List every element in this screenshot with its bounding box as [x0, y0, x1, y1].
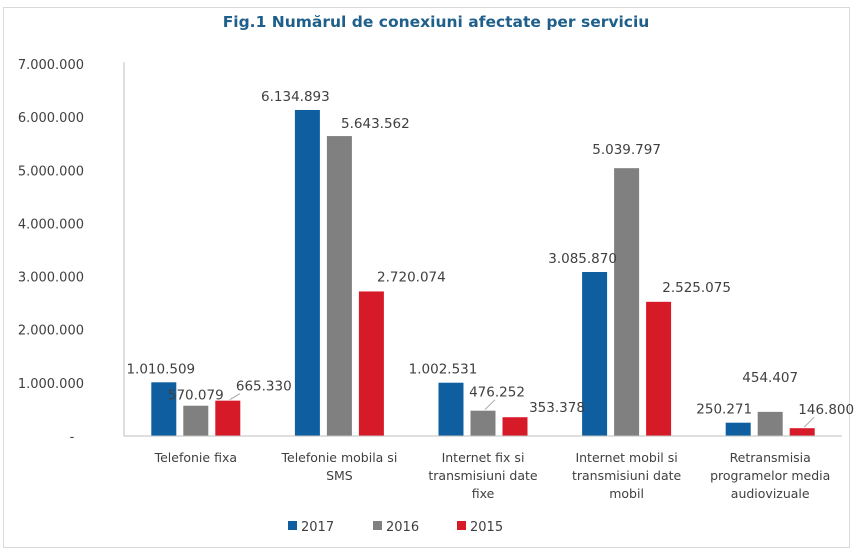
- bar-2015: [358, 291, 384, 436]
- data-label: 570.079: [168, 388, 224, 404]
- bar-2017: [582, 272, 608, 436]
- data-label: 2.525.075: [662, 280, 731, 296]
- data-label: 2.720.074: [377, 269, 446, 285]
- y-tick-label: 6.000.000: [18, 111, 84, 126]
- bar-2015: [646, 301, 672, 436]
- bar-2017: [151, 382, 177, 436]
- x-category-label: Retransmisia: [730, 450, 811, 465]
- legend-label-2016: 2016: [386, 520, 419, 535]
- y-tick-label: 3.000.000: [18, 271, 84, 286]
- data-label: 665.330: [236, 379, 292, 395]
- leader-line: [803, 416, 815, 428]
- x-category-label: transmisiuni date: [428, 468, 538, 483]
- legend-label-2017: 2017: [301, 520, 334, 535]
- x-category-label: Internet mobil si: [575, 450, 677, 465]
- legend-label-2015: 2015: [470, 520, 503, 535]
- bar-2016: [326, 136, 352, 436]
- y-tick-label: 4.000.000: [18, 217, 84, 232]
- bar-2015: [789, 428, 815, 436]
- x-category-label: Telefonie mobila si: [281, 450, 398, 465]
- data-label: 250.271: [696, 402, 752, 418]
- x-category-label: Internet fix si: [442, 450, 525, 465]
- bar-2017: [438, 382, 464, 436]
- x-category-label: transmisiuni date: [572, 468, 682, 483]
- bar-2016: [757, 411, 783, 436]
- legend-swatch-2017: [288, 521, 297, 530]
- legend-swatch-2015: [457, 521, 466, 530]
- legend-swatch-2016: [373, 521, 382, 530]
- data-label: 476.252: [469, 385, 525, 401]
- leader-line: [229, 393, 241, 401]
- bars: [151, 109, 815, 437]
- chart-title: Fig.1 Numărul de conexiuni afectate per …: [223, 13, 650, 31]
- y-tick-label: -: [70, 430, 75, 445]
- data-label: 5.643.562: [341, 116, 410, 132]
- y-tick-label: 2.000.000: [18, 324, 84, 339]
- data-label: 454.407: [742, 370, 798, 386]
- legend: 2017 2016 2015: [288, 520, 503, 535]
- bar-2016: [470, 410, 496, 436]
- y-tick-label: 7.000.000: [18, 58, 84, 73]
- data-label: 5.039.797: [592, 142, 661, 158]
- chart-frame: [3, 7, 850, 548]
- x-category-label: SMS: [326, 468, 353, 483]
- y-axis-ticks: - 1.000.000 2.000.000 3.000.000 4.000.000 5.0…: [18, 58, 84, 445]
- x-category-label: mobil: [609, 486, 644, 501]
- bar-2017: [725, 422, 751, 436]
- data-label: 1.002.531: [409, 362, 478, 378]
- y-tick-label: 1.000.000: [18, 377, 84, 392]
- bar-2015: [215, 400, 241, 436]
- data-label: 146.800: [798, 402, 854, 418]
- x-category-label: fixe: [472, 486, 495, 501]
- leader-line: [484, 399, 496, 411]
- bar-2016: [614, 168, 640, 437]
- y-tick-label: 5.000.000: [18, 164, 84, 179]
- data-label: 1.010.509: [126, 361, 195, 377]
- data-label: 353.378: [529, 400, 585, 416]
- bar-2017: [294, 109, 320, 437]
- x-category-label: Telefonie fixa: [154, 450, 237, 465]
- x-category-label: audiovizuale: [731, 486, 810, 501]
- x-category-label: programelor media: [710, 468, 830, 483]
- bar-2015: [502, 417, 528, 436]
- data-label: 6.134.893: [261, 89, 330, 105]
- data-labels: 1.010.509 570.079 665.330 6.134.893 5.643.56…: [126, 89, 854, 418]
- bar-2016: [183, 405, 209, 436]
- x-axis-categories: Telefonie fixa Telefonie mobila si SMS Inte…: [154, 450, 831, 501]
- leader-lines: [229, 393, 815, 428]
- data-label: 3.085.870: [548, 251, 617, 267]
